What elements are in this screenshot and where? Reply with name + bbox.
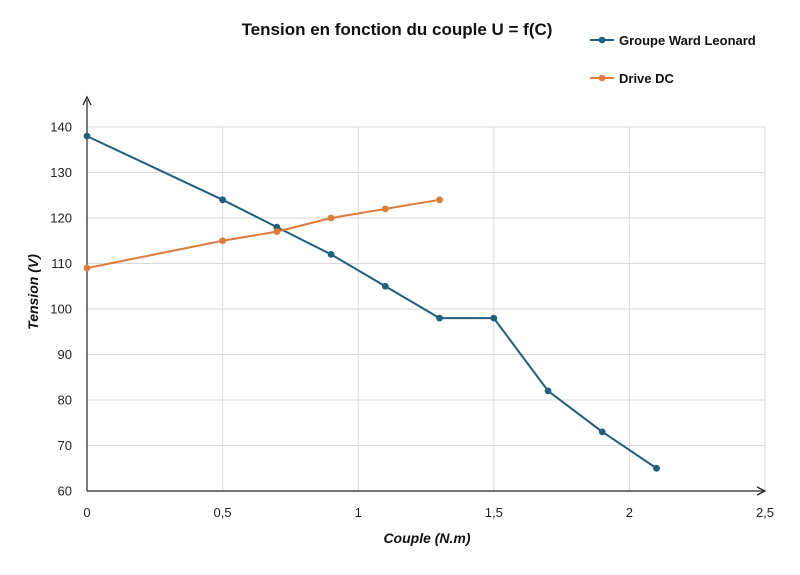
y-tick-label: 140 <box>50 120 72 135</box>
data-point-groupe-ward-leonard[interactable] <box>490 314 498 322</box>
data-point-groupe-ward-leonard[interactable] <box>83 132 91 140</box>
legend-marker-drive-dc <box>598 74 606 82</box>
y-axis-title: Tension (V) <box>25 254 41 330</box>
data-point-groupe-ward-leonard[interactable] <box>598 428 606 436</box>
y-tick-label: 120 <box>50 211 72 226</box>
y-axis-arrow-icon <box>82 95 92 106</box>
y-tick-label: 130 <box>50 165 72 180</box>
data-point-groupe-ward-leonard[interactable] <box>544 387 552 395</box>
legend-item-drive-dc[interactable]: Drive DC <box>590 71 675 86</box>
data-point-groupe-ward-leonard[interactable] <box>653 464 660 472</box>
legend-label-groupe-ward-leonard: Groupe Ward Leonard <box>619 33 756 48</box>
legend-item-groupe-ward-leonard[interactable]: Groupe Ward Leonard <box>590 33 756 48</box>
series-layer <box>83 132 660 472</box>
x-tick-label: 1,5 <box>485 505 503 520</box>
y-tick-label: 60 <box>58 484 72 499</box>
axes <box>82 95 767 496</box>
x-tick-label: 0,5 <box>214 505 232 520</box>
legend-label-drive-dc: Drive DC <box>619 71 675 86</box>
series-line-drive-dc <box>86 198 440 270</box>
x-tick-label: 0 <box>83 505 90 520</box>
data-point-drive-dc[interactable] <box>327 214 335 222</box>
data-point-groupe-ward-leonard[interactable] <box>381 282 389 290</box>
series-line-groupe-ward-leonard <box>86 135 658 470</box>
tick-labels: 60 70 80 90 100 110 120 130 140 0 0,5 1 1,5 2 2,5 <box>50 120 774 521</box>
y-tick-label: 70 <box>58 438 72 453</box>
data-point-drive-dc[interactable] <box>219 237 227 245</box>
data-point-drive-dc[interactable] <box>436 196 443 204</box>
data-point-groupe-ward-leonard[interactable] <box>436 314 443 322</box>
y-tick-label: 110 <box>51 256 72 271</box>
grid <box>87 126 766 491</box>
legend-marker-groupe-ward-leonard <box>598 36 606 44</box>
data-point-groupe-ward-leonard[interactable] <box>219 196 227 204</box>
data-point-drive-dc[interactable] <box>381 205 389 213</box>
x-tick-label: 2 <box>626 505 633 520</box>
x-tick-label: 2,5 <box>756 505 774 520</box>
y-tick-label: 90 <box>58 347 72 362</box>
data-point-drive-dc[interactable] <box>83 264 91 272</box>
data-point-drive-dc[interactable] <box>273 228 281 236</box>
x-axis-arrow-icon <box>756 486 767 496</box>
legend: Groupe Ward Leonard Drive DC <box>590 33 756 86</box>
chart-title: Tension en fonction du couple U = f(C) <box>242 20 553 39</box>
y-tick-label: 80 <box>58 393 72 408</box>
x-axis-title: Couple (N.m) <box>383 530 470 546</box>
x-tick-label: 1 <box>355 505 362 520</box>
y-tick-label: 100 <box>50 302 72 317</box>
data-point-groupe-ward-leonard[interactable] <box>327 251 335 258</box>
